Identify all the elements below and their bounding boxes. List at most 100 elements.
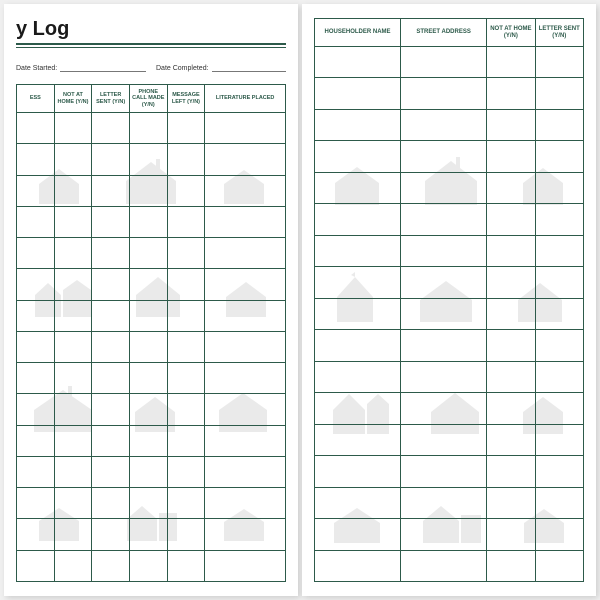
table-cell[interactable] xyxy=(401,172,487,203)
table-cell[interactable] xyxy=(92,113,130,144)
table-cell[interactable] xyxy=(129,550,167,581)
table-cell[interactable] xyxy=(401,141,487,172)
table-cell[interactable] xyxy=(205,425,286,456)
table-cell[interactable] xyxy=(401,550,487,582)
table-cell[interactable] xyxy=(167,425,205,456)
table-cell[interactable] xyxy=(315,456,401,487)
table-cell[interactable] xyxy=(129,331,167,362)
table-cell[interactable] xyxy=(487,47,535,78)
table-cell[interactable] xyxy=(401,393,487,424)
table-cell[interactable] xyxy=(205,113,286,144)
table-cell[interactable] xyxy=(487,456,535,487)
table-cell[interactable] xyxy=(129,269,167,300)
table-cell[interactable] xyxy=(315,109,401,140)
table-cell[interactable] xyxy=(535,519,583,550)
table-cell[interactable] xyxy=(535,550,583,582)
table-cell[interactable] xyxy=(167,519,205,550)
table-cell[interactable] xyxy=(401,78,487,109)
table-cell[interactable] xyxy=(129,175,167,206)
table-cell[interactable] xyxy=(129,363,167,394)
table-cell[interactable] xyxy=(167,206,205,237)
table-cell[interactable] xyxy=(487,141,535,172)
table-cell[interactable] xyxy=(535,172,583,203)
table-cell[interactable] xyxy=(315,267,401,298)
table-cell[interactable] xyxy=(92,425,130,456)
table-cell[interactable] xyxy=(487,172,535,203)
table-cell[interactable] xyxy=(205,519,286,550)
table-cell[interactable] xyxy=(54,456,92,487)
table-cell[interactable] xyxy=(401,47,487,78)
table-cell[interactable] xyxy=(315,235,401,266)
table-cell[interactable] xyxy=(205,331,286,362)
table-cell[interactable] xyxy=(129,113,167,144)
table-cell[interactable] xyxy=(92,550,130,581)
table-cell[interactable] xyxy=(401,487,487,518)
table-cell[interactable] xyxy=(92,238,130,269)
table-cell[interactable] xyxy=(129,488,167,519)
table-cell[interactable] xyxy=(17,238,55,269)
table-cell[interactable] xyxy=(17,363,55,394)
table-cell[interactable] xyxy=(92,300,130,331)
table-cell[interactable] xyxy=(401,519,487,550)
meta-line[interactable] xyxy=(212,64,286,72)
table-cell[interactable] xyxy=(17,269,55,300)
table-cell[interactable] xyxy=(535,109,583,140)
table-cell[interactable] xyxy=(54,488,92,519)
table-cell[interactable] xyxy=(129,519,167,550)
table-cell[interactable] xyxy=(167,144,205,175)
table-cell[interactable] xyxy=(315,393,401,424)
table-cell[interactable] xyxy=(92,519,130,550)
table-cell[interactable] xyxy=(17,175,55,206)
table-cell[interactable] xyxy=(92,488,130,519)
table-cell[interactable] xyxy=(17,550,55,581)
table-cell[interactable] xyxy=(92,363,130,394)
table-cell[interactable] xyxy=(17,144,55,175)
table-cell[interactable] xyxy=(315,330,401,361)
table-cell[interactable] xyxy=(54,238,92,269)
table-cell[interactable] xyxy=(205,550,286,581)
table-cell[interactable] xyxy=(487,487,535,518)
table-cell[interactable] xyxy=(487,519,535,550)
table-cell[interactable] xyxy=(17,488,55,519)
table-cell[interactable] xyxy=(54,550,92,581)
table-cell[interactable] xyxy=(92,144,130,175)
table-cell[interactable] xyxy=(535,235,583,266)
table-cell[interactable] xyxy=(205,488,286,519)
table-cell[interactable] xyxy=(315,204,401,235)
meta-line[interactable] xyxy=(60,64,146,72)
table-cell[interactable] xyxy=(54,394,92,425)
table-cell[interactable] xyxy=(487,361,535,392)
table-cell[interactable] xyxy=(205,456,286,487)
table-cell[interactable] xyxy=(315,487,401,518)
table-cell[interactable] xyxy=(92,206,130,237)
table-cell[interactable] xyxy=(167,363,205,394)
table-cell[interactable] xyxy=(92,269,130,300)
table-cell[interactable] xyxy=(205,394,286,425)
table-cell[interactable] xyxy=(129,425,167,456)
table-cell[interactable] xyxy=(535,204,583,235)
table-cell[interactable] xyxy=(54,331,92,362)
table-cell[interactable] xyxy=(17,519,55,550)
table-cell[interactable] xyxy=(17,113,55,144)
table-cell[interactable] xyxy=(54,425,92,456)
table-cell[interactable] xyxy=(315,172,401,203)
table-cell[interactable] xyxy=(315,361,401,392)
table-cell[interactable] xyxy=(487,550,535,582)
table-cell[interactable] xyxy=(205,269,286,300)
table-cell[interactable] xyxy=(129,206,167,237)
table-cell[interactable] xyxy=(205,238,286,269)
table-cell[interactable] xyxy=(167,238,205,269)
table-cell[interactable] xyxy=(92,394,130,425)
table-cell[interactable] xyxy=(487,109,535,140)
table-cell[interactable] xyxy=(487,330,535,361)
table-cell[interactable] xyxy=(315,298,401,329)
table-cell[interactable] xyxy=(129,144,167,175)
table-cell[interactable] xyxy=(315,141,401,172)
table-cell[interactable] xyxy=(535,47,583,78)
table-cell[interactable] xyxy=(167,113,205,144)
table-cell[interactable] xyxy=(315,78,401,109)
table-cell[interactable] xyxy=(167,331,205,362)
table-cell[interactable] xyxy=(535,424,583,455)
table-cell[interactable] xyxy=(129,300,167,331)
table-cell[interactable] xyxy=(401,109,487,140)
